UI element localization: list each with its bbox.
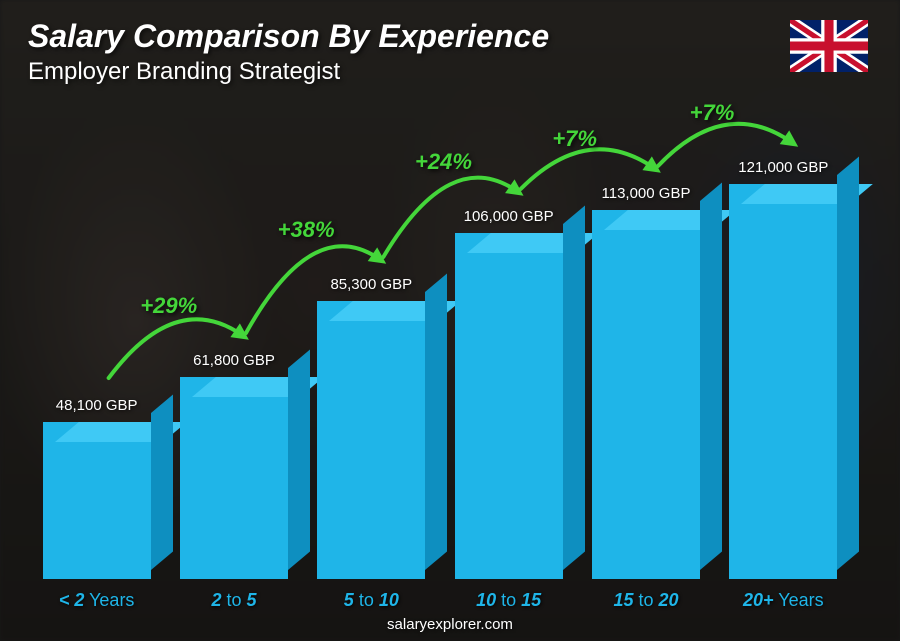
bar-value-label: 106,000 GBP [464,208,554,225]
x-category-label: 10 to 15 [439,590,579,611]
bar-front-face [180,377,288,579]
bar-side-face [837,157,859,570]
bar-3d [180,377,288,579]
chart-title: Salary Comparison By Experience [28,18,549,55]
bar-group: 106,000 GBP [446,208,571,579]
bar-value-label: 61,800 GBP [193,352,275,369]
bar-side-face [563,206,585,570]
bar-group: 48,100 GBP [34,397,159,579]
bars-area: 48,100 GBP 61,800 GBP 85,300 GBP 106,000… [28,119,852,579]
bar-group: 85,300 GBP [309,276,434,579]
bar-front-face [455,233,563,579]
footer-link: salaryexplorer.com [0,616,900,633]
chart-container: Salary Comparison By Experience Employer… [0,0,900,641]
bar-value-label: 121,000 GBP [738,159,828,176]
bar-3d [455,233,563,579]
bar-side-face [700,183,722,570]
bar-side-face [425,274,447,570]
bar-side-face [288,350,310,570]
uk-flag-icon [790,20,868,72]
bar-3d [729,184,837,579]
bar-side-face [151,395,173,570]
bar-3d [317,301,425,579]
x-category-label: 5 to 10 [301,590,441,611]
bar-3d [43,422,151,579]
x-category-label: 20+ Years [713,590,853,611]
x-category-label: < 2 Years [27,590,167,611]
bar-front-face [592,210,700,579]
chart-subtitle: Employer Branding Strategist [28,58,340,86]
bar-value-label: 48,100 GBP [56,397,138,414]
x-category-label: 15 to 20 [576,590,716,611]
bar-value-label: 113,000 GBP [602,185,691,202]
bar-value-label: 85,300 GBP [330,276,412,293]
bar-group: 61,800 GBP [171,352,296,579]
bar-group: 121,000 GBP [721,159,846,579]
bar-front-face [729,184,837,579]
bar-group: 113,000 GBP [583,185,708,579]
bar-3d [592,210,700,579]
bar-front-face [317,301,425,579]
x-category-label: 2 to 5 [164,590,304,611]
bar-front-face [43,422,151,579]
